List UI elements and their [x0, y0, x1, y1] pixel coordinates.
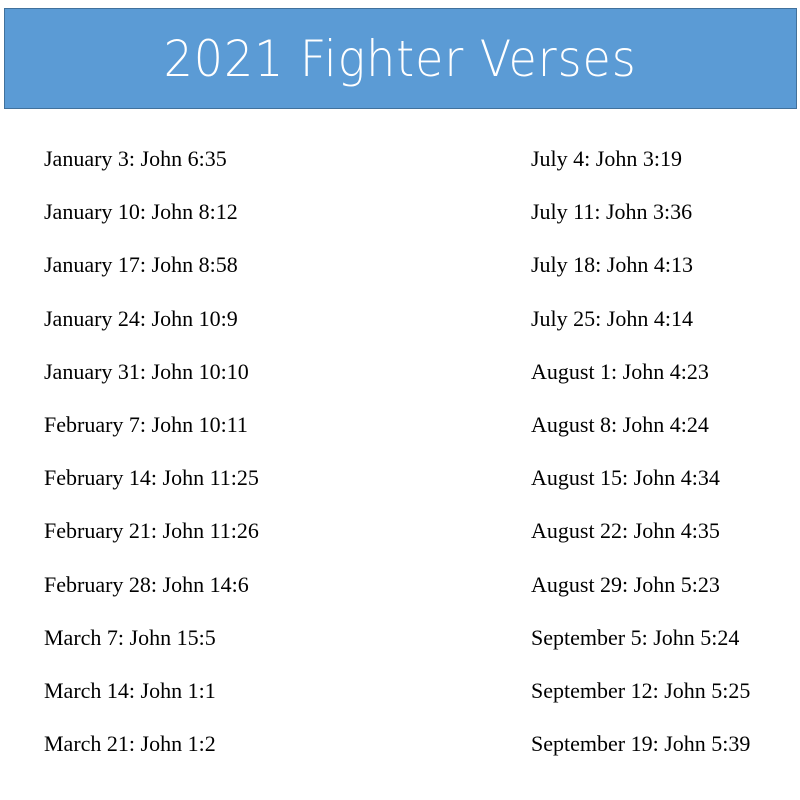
verse-item: January 31: John 10:10 [44, 358, 249, 384]
verse-item: February 21: John 11:26 [44, 518, 259, 544]
verse-item: August 15: John 4:34 [531, 465, 720, 491]
verse-item: February 7: John 10:11 [44, 411, 248, 437]
page-title: 2021 Fighter Verses [163, 29, 638, 88]
verse-item: July 11: John 3:36 [531, 199, 693, 225]
verse-item: July 4: John 3:19 [531, 146, 682, 171]
verse-item: September 12: John 5:25 [531, 677, 751, 703]
verse-list-right: July 4: John 3:19 July 11: John 3:36 July … [531, 145, 750, 783]
verse-item: August 1: John 4:23 [531, 358, 709, 384]
verse-item: January 10: John 8:12 [44, 199, 238, 225]
title-banner: 2021 Fighter Verses [4, 8, 797, 109]
verse-item: February 28: John 14:6 [44, 571, 249, 597]
verse-item: March 7: John 15:5 [44, 624, 216, 650]
verse-item: August 22: John 4:35 [531, 518, 720, 544]
verse-list-left: January 3: John 6:35 January 10: John 8:1… [44, 145, 259, 783]
verse-item: August 8: John 4:24 [531, 411, 709, 437]
verse-item: September 19: John 5:39 [531, 731, 751, 757]
verse-item: January 24: John 10:9 [44, 305, 238, 331]
verse-item: March 14: John 1:1 [44, 677, 216, 703]
verse-item: July 25: John 4:14 [531, 305, 693, 331]
verse-item: January 3: John 6:35 [44, 146, 227, 171]
verse-item: January 17: John 8:58 [44, 252, 238, 278]
verse-item: August 29: John 5:23 [531, 571, 720, 597]
verse-item: March 21: John 1:2 [44, 731, 216, 757]
verse-item: September 5: John 5:24 [531, 624, 740, 650]
verse-item: July 18: John 4:13 [531, 252, 693, 278]
verse-item: February 14: John 11:25 [44, 465, 259, 491]
